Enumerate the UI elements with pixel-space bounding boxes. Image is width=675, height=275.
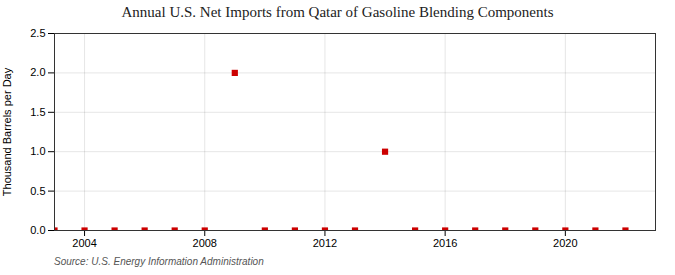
svg-text:0.0: 0.0 [30, 224, 45, 236]
svg-text:0.5: 0.5 [30, 185, 45, 197]
svg-text:2.0: 2.0 [30, 66, 45, 78]
svg-text:2008: 2008 [193, 237, 217, 249]
svg-text:1.5: 1.5 [30, 106, 45, 118]
svg-text:2.5: 2.5 [30, 27, 45, 39]
html-text:Annual U.S. Net Imports from Q: Annual U.S. Net Imports from Qatar of Ga… [121, 4, 554, 20]
svg-text:2012: 2012 [313, 237, 337, 249]
html-text:Source: U.S. Energy Informatio: Source: U.S. Energy Information Administ… [54, 256, 264, 267]
svg-text:Thousand Barrels per Day: Thousand Barrels per Day [1, 67, 13, 196]
svg-text:2016: 2016 [433, 237, 457, 249]
svg-text:2020: 2020 [553, 237, 577, 249]
svg-text:1.0: 1.0 [30, 145, 45, 157]
svg-text:2004: 2004 [72, 237, 96, 249]
